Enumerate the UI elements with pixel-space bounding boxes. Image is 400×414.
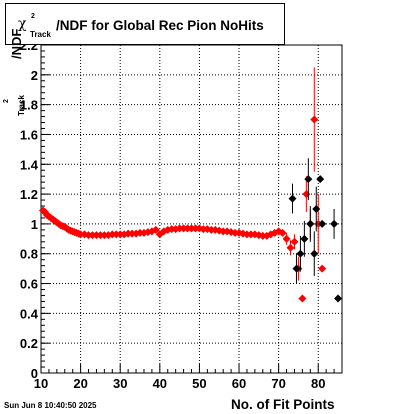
x-tick-label: 80 — [311, 376, 325, 391]
y-axis-label: /NDF — [9, 28, 24, 59]
data-point — [292, 264, 301, 273]
data-point — [298, 294, 307, 303]
data-point — [288, 194, 297, 203]
y-tick-label: 0.2 — [20, 336, 38, 351]
axis-ticks — [40, 44, 343, 374]
data-point — [296, 249, 305, 258]
x-tick-label: 50 — [192, 376, 206, 391]
x-tick-label: 20 — [73, 376, 87, 391]
data-point — [318, 264, 327, 273]
data-point — [310, 115, 319, 124]
y-tick-label: 0.6 — [20, 277, 38, 292]
tick-labels: 10 20 30 40 50 60 70 80 0 0.2 0.4 0.6 0.8 1 1.2 1.4 1.6 1… — [20, 38, 326, 391]
title-superscript: 2 — [31, 13, 35, 20]
data-point — [278, 228, 287, 237]
title-box: χ 2 Track /NDF for Global Rec Pion NoHit… — [5, 3, 285, 45]
series-0-points — [38, 67, 327, 303]
x-tick-label: 10 — [34, 376, 48, 391]
y-tick-label: 1 — [31, 217, 38, 232]
x-tick-label: 40 — [153, 376, 167, 391]
data-point — [304, 175, 313, 184]
y-axis-label-superscript: 2 — [3, 99, 10, 103]
data-point — [282, 234, 291, 243]
data-point — [330, 219, 339, 228]
y-tick-label: 0.8 — [20, 247, 38, 262]
series-1-points — [288, 158, 343, 303]
title-chi-symbol: χ — [18, 16, 27, 32]
y-axis-label-subscript: Track — [17, 95, 26, 116]
data-point — [300, 234, 309, 243]
y-tick-label: 1.4 — [20, 157, 39, 172]
data-point — [312, 205, 321, 213]
data-point — [316, 175, 325, 184]
data-points — [38, 67, 343, 303]
data-point — [151, 225, 160, 234]
plot-frame — [40, 44, 343, 374]
data-point — [310, 249, 319, 258]
data-point — [286, 243, 295, 252]
y-tick-label: 1.6 — [20, 127, 38, 142]
x-tick-label: 30 — [113, 376, 127, 391]
y-tick-label: 1.2 — [20, 187, 38, 202]
y-tick-label: 0.4 — [20, 306, 39, 321]
x-tick-label: 60 — [232, 376, 246, 391]
x-axis-label: No. of Fit Points — [231, 397, 335, 412]
x-tick-label: 70 — [271, 376, 285, 391]
y-tick-label: 2 — [31, 68, 38, 83]
chart-title: /NDF for Global Rec Pion NoHits — [56, 18, 264, 33]
data-point — [306, 219, 315, 228]
data-point — [302, 190, 311, 199]
y-tick-label: 1.8 — [20, 98, 38, 113]
datestamp: Sun Jun 8 10:40:50 2025 — [4, 401, 97, 410]
data-point — [318, 219, 327, 228]
data-point — [290, 237, 299, 246]
title-subscript: Track — [30, 30, 51, 39]
y-tick-label: 0 — [31, 366, 38, 381]
data-point — [334, 294, 343, 303]
grid-lines — [41, 45, 342, 373]
